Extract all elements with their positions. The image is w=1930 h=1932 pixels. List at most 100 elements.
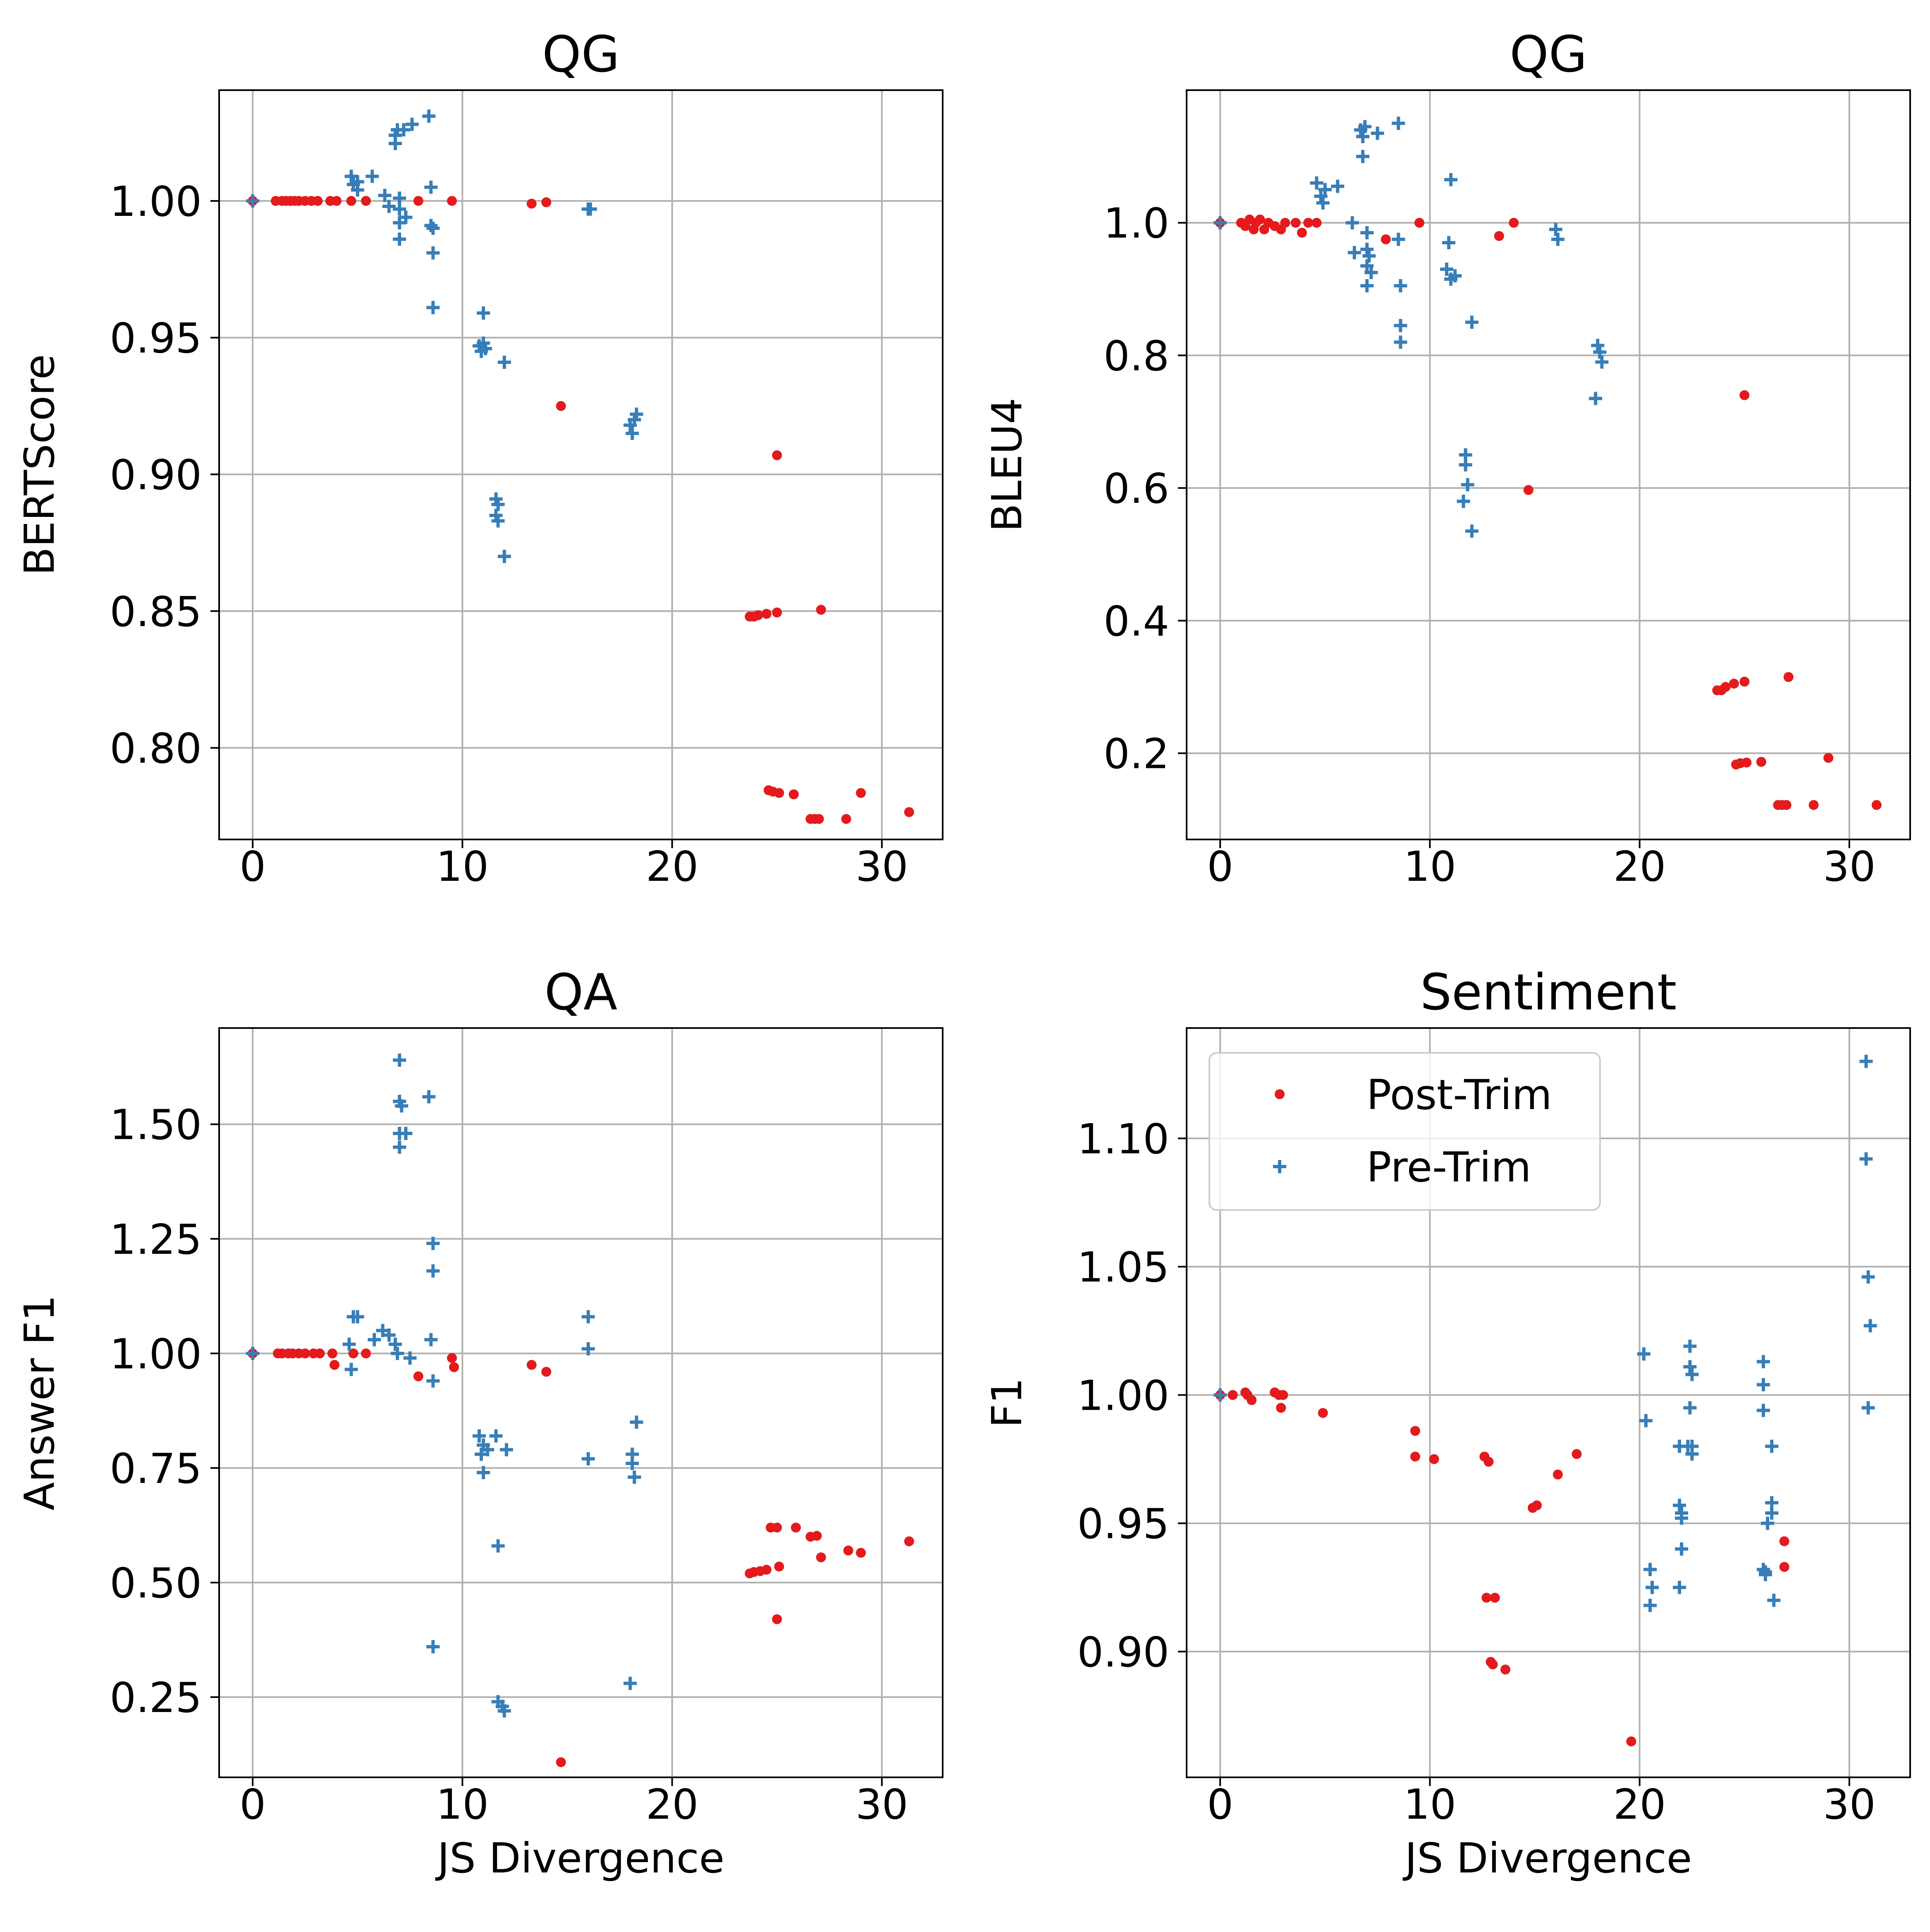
x-tick-label: 0 — [239, 842, 266, 891]
post-trim-point — [1255, 214, 1265, 225]
pre-trim-point — [1394, 279, 1407, 293]
pre-trim-point — [365, 170, 379, 183]
pre-trim-point — [1356, 150, 1370, 163]
post-trim-point — [447, 196, 457, 206]
pre-trim-point — [1364, 265, 1378, 279]
chart-title: QG — [1510, 26, 1587, 84]
pre-trim-point — [1551, 232, 1565, 246]
pre-trim-point — [382, 1328, 396, 1342]
post-trim-point — [1756, 757, 1766, 767]
post-trim-point — [1572, 1449, 1582, 1459]
pre-trim-point — [424, 180, 438, 194]
post-trim-point — [774, 1561, 784, 1572]
post-trim-point — [1781, 800, 1791, 810]
pre-trim-point — [393, 1053, 406, 1067]
post-trim-point — [1871, 800, 1882, 810]
pre-trim-point — [630, 1416, 643, 1429]
pre-trim-point — [1440, 262, 1453, 276]
pre-trim-point — [1465, 316, 1479, 329]
y-tick-label: 1.50 — [110, 1101, 202, 1149]
pre-trim-point — [1392, 232, 1405, 246]
plot-frame — [218, 89, 944, 840]
pre-trim-point — [424, 1333, 438, 1346]
post-trim-point — [1494, 231, 1504, 241]
pre-trim-point — [1461, 478, 1474, 492]
pre-trim-point — [246, 1346, 260, 1360]
pre-trim-point — [1683, 1360, 1697, 1374]
pre-trim-point — [1394, 335, 1407, 349]
legend-pre-marker — [1273, 1160, 1286, 1173]
post-trim-point — [361, 196, 371, 206]
post-trim-point — [413, 1371, 423, 1382]
pre-trim-point — [1360, 226, 1374, 239]
pre-trim-point — [1767, 1593, 1781, 1607]
pre-trim-point — [426, 1236, 440, 1250]
post-trim-point — [1488, 1659, 1498, 1669]
post-trim-point — [1410, 1451, 1420, 1462]
pre-trim-point — [472, 1429, 486, 1443]
y-tick-label: 1.00 — [1077, 1371, 1169, 1420]
post-trim-point — [1297, 227, 1307, 238]
post-trim-point — [772, 607, 782, 618]
post-trim-point — [904, 1536, 914, 1547]
x-tick-label: 10 — [1404, 1780, 1456, 1829]
y-tick-label: 1.00 — [110, 177, 202, 226]
pre-trim-point — [1549, 222, 1562, 236]
post-trim-point — [1429, 1454, 1439, 1464]
post-trim-point — [814, 814, 824, 824]
pre-trim-point — [393, 1141, 406, 1154]
post-trim-point — [816, 1552, 826, 1563]
post-trim-point — [1779, 1536, 1789, 1547]
pre-trim-series — [246, 109, 643, 563]
y-tick-label: 0.6 — [1104, 464, 1169, 513]
post-trim-series — [248, 196, 914, 824]
pre-trim-point — [1593, 345, 1607, 359]
pre-trim-point — [1345, 216, 1359, 230]
pre-trim-point — [1371, 127, 1384, 140]
post-trim-point — [541, 1367, 552, 1377]
pre-trim-series — [246, 1053, 643, 1718]
pre-trim-point — [1442, 236, 1456, 249]
pre-trim-point — [1360, 242, 1374, 256]
y-tick-label: 0.90 — [1077, 1628, 1169, 1676]
pre-trim-point — [403, 1351, 417, 1365]
x-axis-label: JS Divergence — [435, 1834, 724, 1882]
pre-trim-point — [1759, 1568, 1772, 1581]
post-trim-point — [313, 196, 323, 206]
pre-trim-point — [1360, 259, 1374, 273]
pre-trim-point — [351, 175, 364, 189]
y-tick-label: 0.90 — [110, 451, 202, 499]
pre-trim-point — [342, 1337, 356, 1351]
pre-trim-point — [489, 1429, 503, 1443]
pre-trim-point — [1765, 1439, 1779, 1453]
post-trim-point — [300, 1348, 310, 1358]
post-trim-point — [1278, 1390, 1288, 1400]
pre-trim-point — [1448, 269, 1462, 282]
pre-trim-point — [1394, 319, 1407, 332]
pre-trim-point — [395, 1099, 408, 1113]
x-tick-label: 30 — [1823, 1780, 1875, 1829]
chart-panel: 0 10 20 30 0.2 0.4 0.6 0.8 1.0 QG BLEU4 — [983, 26, 1911, 891]
y-axis-label: F1 — [983, 1377, 1031, 1427]
post-trim-point — [1381, 234, 1391, 244]
y-tick-label: 0.4 — [1104, 597, 1169, 646]
pre-trim-point — [1863, 1319, 1877, 1332]
pre-trim-point — [1360, 279, 1374, 293]
post-trim-point — [327, 1348, 337, 1358]
post-trim-series — [248, 1348, 914, 1767]
post-trim-point — [772, 1523, 782, 1533]
pre-trim-point — [628, 1471, 641, 1484]
pre-trim-point — [491, 497, 505, 511]
post-trim-point — [1808, 800, 1819, 810]
pre-trim-point — [1595, 355, 1609, 369]
x-tick-label: 0 — [1207, 842, 1233, 891]
post-trim-series — [1215, 214, 1882, 810]
pre-trim-point — [1331, 179, 1345, 193]
y-axis-label: Answer F1 — [15, 1295, 64, 1510]
post-trim-point — [1303, 218, 1314, 228]
chart-title: Sentiment — [1420, 964, 1677, 1021]
pre-trim-point — [581, 1452, 595, 1466]
chart-title: QG — [542, 26, 619, 84]
pre-trim-point — [1213, 216, 1227, 230]
